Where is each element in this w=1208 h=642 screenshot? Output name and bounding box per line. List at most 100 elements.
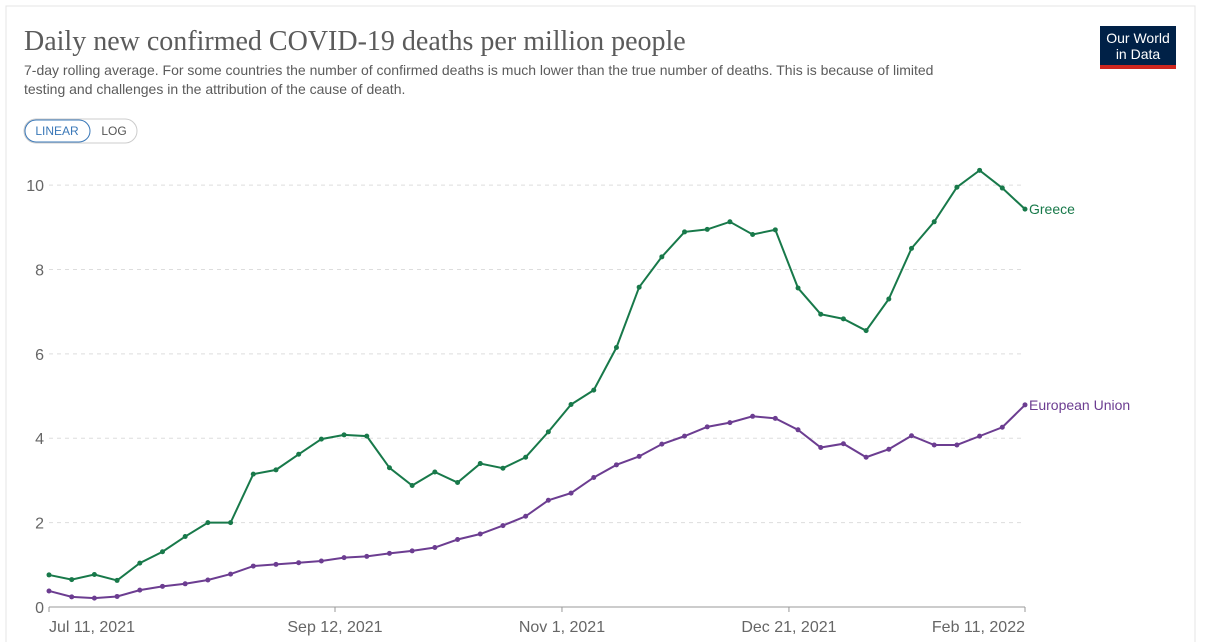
data-point	[659, 441, 665, 447]
data-point	[432, 469, 438, 475]
y-tick-label: 10	[26, 178, 44, 195]
data-point	[999, 185, 1005, 191]
logo[interactable]: Our World in Data	[1100, 26, 1176, 69]
data-point	[863, 454, 869, 460]
data-point	[682, 433, 688, 439]
data-point	[386, 465, 392, 471]
x-tick-label: Feb 11, 2022	[932, 619, 1025, 636]
series-line	[48, 404, 1026, 600]
data-point	[704, 226, 710, 232]
data-point	[931, 442, 937, 448]
data-point	[1022, 402, 1028, 408]
data-point	[46, 588, 52, 594]
data-point	[318, 558, 324, 564]
data-point	[727, 219, 733, 225]
data-point	[318, 436, 324, 442]
data-point	[159, 583, 165, 589]
data-point	[818, 445, 824, 451]
data-point	[704, 424, 710, 430]
series: European Union	[46, 397, 1130, 601]
data-point	[886, 296, 892, 302]
data-point	[954, 442, 960, 448]
data-point	[409, 482, 415, 488]
data-point	[591, 474, 597, 480]
data-point	[91, 595, 97, 601]
data-point	[750, 231, 756, 237]
data-point	[682, 229, 688, 235]
data-point	[386, 550, 392, 556]
data-point	[205, 577, 211, 583]
data-point	[636, 284, 642, 290]
data-point	[205, 520, 211, 526]
data-point	[250, 563, 256, 569]
y-tick-label: 4	[35, 431, 44, 448]
data-point	[750, 413, 756, 419]
data-point	[840, 316, 846, 322]
data-point	[432, 545, 438, 551]
chart-title: Daily new confirmed COVID-19 deaths per …	[24, 26, 686, 57]
data-point	[364, 553, 370, 559]
data-point	[772, 415, 778, 421]
data-point	[523, 454, 529, 460]
data-point	[500, 523, 506, 529]
data-point	[863, 328, 869, 334]
data-point	[613, 345, 619, 351]
data-point	[795, 285, 801, 291]
data-point	[273, 561, 279, 567]
data-point	[341, 432, 347, 438]
data-point	[137, 587, 143, 593]
x-tick-label: Jul 11, 2021	[49, 619, 135, 636]
data-point	[114, 593, 120, 599]
frame	[5, 5, 1196, 642]
data-point	[591, 387, 597, 393]
data-point	[545, 429, 551, 435]
data-point	[613, 462, 619, 468]
subtitle: 7-day rolling average. For some countrie…	[24, 62, 933, 78]
log-label[interactable]: LOG	[101, 124, 126, 138]
linear-button[interactable]	[24, 119, 91, 143]
data-point	[273, 467, 279, 473]
data-point	[455, 536, 461, 542]
data-point	[455, 480, 461, 486]
data-point	[477, 531, 483, 537]
logo-box	[1100, 26, 1176, 68]
data-point	[182, 581, 188, 587]
data-point	[977, 433, 983, 439]
data-point	[296, 451, 302, 457]
data-point	[999, 424, 1005, 430]
data-point	[568, 401, 574, 407]
data-point	[250, 471, 256, 477]
y-tick-label: 2	[35, 516, 44, 533]
x-tick-label: Nov 1, 2021	[519, 619, 605, 636]
linear-label[interactable]: LINEAR	[35, 124, 79, 138]
data-point	[636, 453, 642, 459]
data-point	[840, 441, 846, 447]
data-point	[409, 548, 415, 554]
data-point	[909, 433, 915, 439]
logo-text: Our World	[1106, 30, 1170, 46]
data-point	[341, 555, 347, 561]
data-point	[69, 594, 75, 600]
x-tick-label: Dec 21, 2021	[741, 619, 836, 636]
logo-bar	[1100, 65, 1176, 69]
data-point	[818, 311, 824, 317]
data-point	[46, 572, 52, 578]
data-point	[795, 427, 801, 433]
x-tick-label: Sep 12, 2021	[287, 619, 382, 636]
data-point	[69, 577, 75, 583]
series: Greece	[46, 167, 1075, 583]
data-point	[364, 433, 370, 439]
subtitle: testing and challenges in the attributio…	[24, 81, 405, 97]
data-point	[545, 497, 551, 503]
series-line	[48, 169, 1026, 582]
data-point	[886, 446, 892, 452]
data-point	[523, 513, 529, 519]
data-point	[568, 490, 574, 496]
data-point	[182, 534, 188, 540]
data-point	[137, 560, 143, 566]
data-point	[228, 571, 234, 577]
data-point	[931, 219, 937, 225]
data-point	[477, 461, 483, 467]
data-point	[977, 167, 983, 173]
